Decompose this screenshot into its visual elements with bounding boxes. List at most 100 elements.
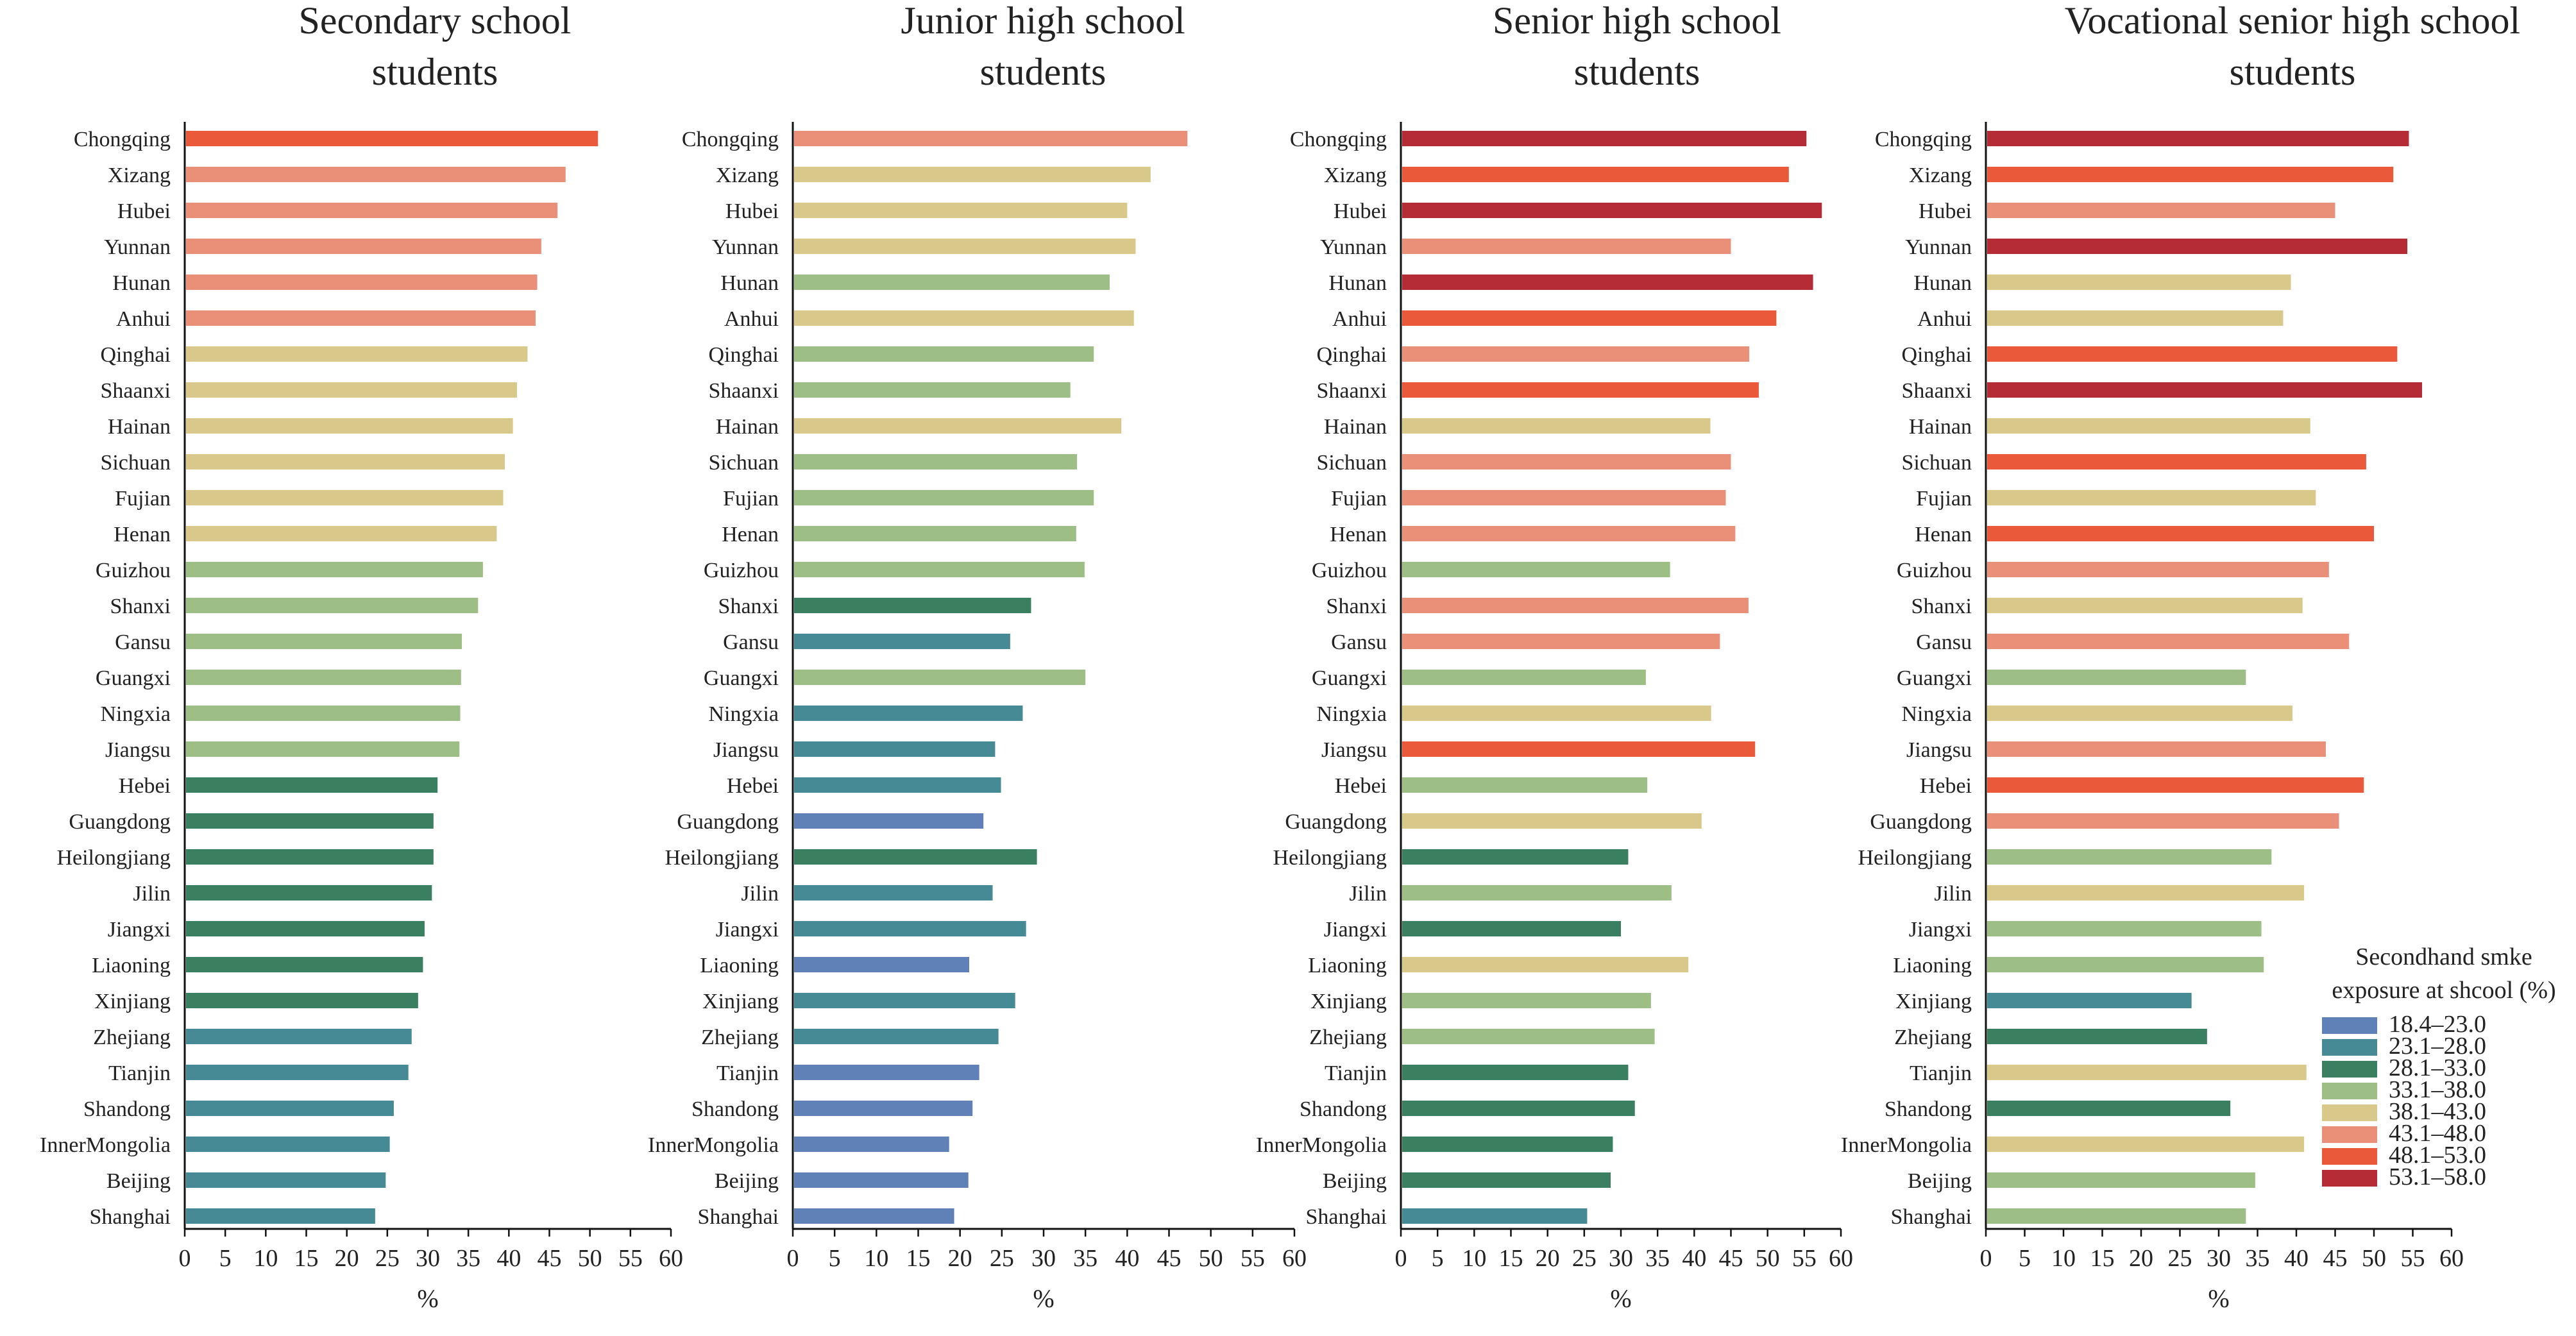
category-label: Hebei — [1335, 774, 1387, 798]
category-label: Heilongjiang — [56, 846, 171, 870]
category-label: Zhejiang — [1894, 1026, 1972, 1049]
bar — [186, 418, 513, 434]
bar — [1402, 562, 1670, 577]
bar — [1402, 310, 1777, 326]
bar — [794, 418, 1122, 434]
bar — [794, 239, 1136, 254]
category-label: Tianjin — [108, 1061, 171, 1085]
bar — [1402, 418, 1711, 434]
bar — [1987, 310, 2284, 326]
x-tick-label: 50 — [578, 1245, 602, 1272]
category-label: Hainan — [1909, 415, 1972, 439]
panel-title-line: students — [980, 51, 1106, 93]
category-label: Shanxi — [1911, 595, 1972, 618]
x-tick-label: 0 — [1980, 1245, 1992, 1272]
x-tick-label: 10 — [253, 1245, 278, 1272]
category-label: Liaoning — [92, 954, 171, 977]
bar — [794, 1172, 969, 1188]
chart-panel-2: Junior high school students 0 5 10 15 20 25 30 35… — [648, 0, 1307, 1313]
x-axis-label: % — [2208, 1284, 2229, 1313]
category-label: Tianjin — [1325, 1061, 1387, 1085]
category-label: Jiangxi — [108, 918, 171, 942]
legend-swatch — [2322, 1061, 2377, 1078]
bar — [186, 777, 438, 793]
legend-label: 43.1–48.0 — [2389, 1120, 2486, 1147]
bar — [1987, 1137, 2305, 1152]
category-label: Guizhou — [96, 559, 171, 582]
bar — [1402, 346, 1750, 362]
bar — [1402, 1137, 1613, 1152]
category-label: Heilongjiang — [665, 846, 779, 870]
category-label: Henan — [722, 523, 779, 546]
category-label: Anhui — [116, 307, 171, 331]
x-tick-label: 40 — [1115, 1245, 1139, 1272]
category-label: Chongqing — [74, 128, 171, 151]
category-label: Hubei — [1919, 199, 1972, 223]
bar — [1987, 382, 2423, 398]
bar — [1987, 167, 2394, 182]
bar — [1402, 454, 1731, 469]
x-tick-label: 15 — [1499, 1245, 1523, 1272]
x-tick-label: 5 — [219, 1245, 232, 1272]
category-label: Hunan — [112, 271, 171, 295]
x-tick-label: 55 — [618, 1245, 643, 1272]
category-label: Hubei — [117, 199, 171, 223]
category-label: Chongqing — [1290, 128, 1387, 151]
category-label: Guangdong — [677, 810, 779, 834]
legend-swatch — [2322, 1104, 2377, 1121]
bar — [1987, 777, 2364, 793]
bar — [1402, 1065, 1629, 1080]
bar — [1987, 849, 2272, 865]
bar — [186, 490, 504, 505]
category-label: Beijing — [1908, 1169, 1972, 1193]
category-label: Hunan — [1328, 271, 1387, 295]
bar — [1402, 741, 1756, 757]
bar — [186, 526, 497, 541]
bar — [186, 1208, 375, 1224]
category-label: Qinghai — [708, 343, 779, 367]
category-label: InnerMongolia — [648, 1133, 779, 1157]
category-label: Hainan — [716, 415, 779, 439]
category-label: Hubei — [725, 199, 779, 223]
x-tick-label: 20 — [2129, 1245, 2153, 1272]
bar — [794, 634, 1010, 649]
bar — [794, 849, 1037, 865]
x-tick-label: 35 — [2246, 1245, 2270, 1272]
bar — [794, 1101, 973, 1116]
bar — [1402, 670, 1646, 685]
panel-title-line: Vocational senior high school — [2065, 0, 2520, 42]
x-tick-label: 55 — [1241, 1245, 1265, 1272]
bar — [1987, 813, 2339, 829]
bar — [794, 1065, 979, 1080]
category-label: Guangxi — [1897, 666, 1972, 690]
category-label: Zhejiang — [93, 1026, 171, 1049]
category-label: Xizang — [1324, 164, 1387, 187]
legend-label: 23.1–28.0 — [2389, 1033, 2486, 1060]
bar — [186, 921, 425, 936]
category-label: Shandong — [1885, 1097, 1972, 1121]
bar — [186, 670, 461, 685]
chart-panel-1: Secondary school students 0 5 10 15 20 25 30 35 40… — [40, 0, 683, 1313]
x-tick-label: 50 — [2362, 1245, 2386, 1272]
bar — [186, 131, 598, 146]
bar — [1987, 598, 2303, 613]
category-label: Guangdong — [69, 810, 171, 834]
bar — [794, 526, 1076, 541]
category-label: Guangdong — [1285, 810, 1387, 834]
bar — [1987, 562, 2329, 577]
bar — [186, 706, 461, 721]
x-tick-label: 60 — [659, 1245, 683, 1272]
category-label: Yunnan — [712, 235, 779, 259]
category-label: Xizang — [716, 164, 779, 187]
category-label: Tianjin — [1910, 1061, 1972, 1085]
category-label: Guizhou — [1312, 559, 1387, 582]
bar — [794, 885, 993, 901]
category-label: Guangxi — [704, 666, 779, 690]
x-axis-label: % — [1610, 1284, 1631, 1313]
category-label: Jiangsu — [713, 738, 779, 762]
bar — [794, 382, 1071, 398]
x-tick-label: 15 — [2090, 1245, 2115, 1272]
legend: Secondhand smke exposure at shcool (%) 1… — [2322, 943, 2556, 1190]
